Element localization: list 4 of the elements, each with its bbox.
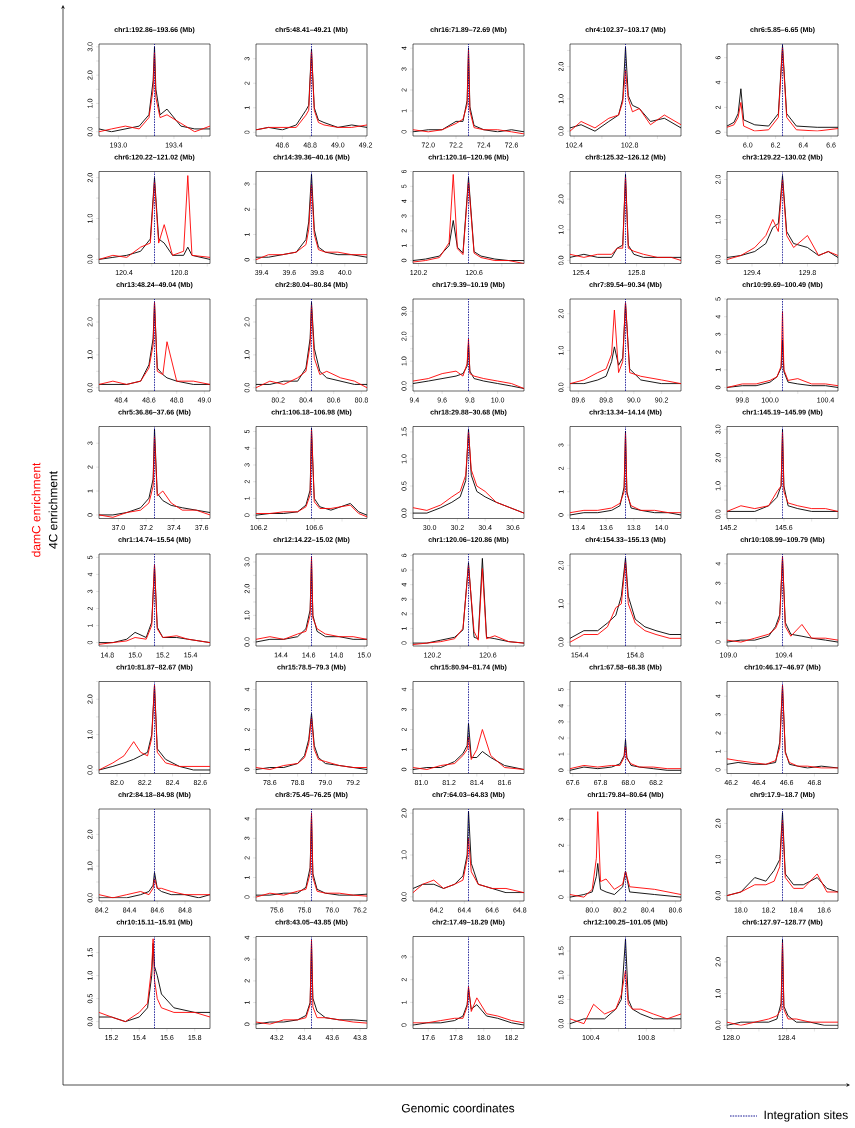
text: damC enrichment [31, 462, 41, 557]
x-axis-title: Genomic coordinates [401, 1103, 515, 1113]
legend-label: Integration sites [764, 1110, 848, 1122]
text: 4C enrichment [48, 471, 58, 549]
